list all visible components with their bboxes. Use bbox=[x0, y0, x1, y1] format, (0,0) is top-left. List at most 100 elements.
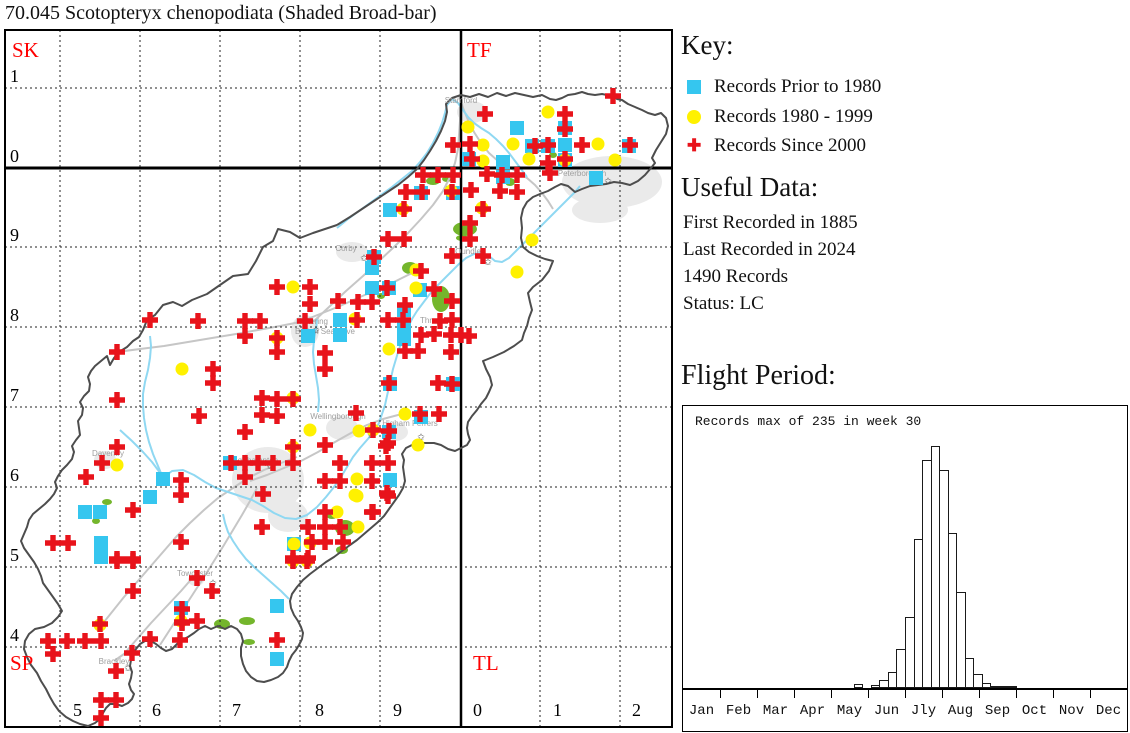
record-cross-marker bbox=[189, 613, 205, 629]
month-tick bbox=[1053, 690, 1054, 698]
flight-bar-week-33 bbox=[956, 592, 966, 688]
record-cross-marker bbox=[557, 151, 573, 167]
record-cross-marker bbox=[142, 631, 158, 647]
month-tick bbox=[1016, 690, 1017, 698]
record-square-marker bbox=[78, 505, 92, 519]
record-cross-marker bbox=[379, 280, 395, 296]
record-circle-marker bbox=[461, 120, 475, 134]
record-cross-marker bbox=[173, 472, 189, 488]
record-cross-marker bbox=[380, 435, 396, 451]
record-cross-marker bbox=[205, 361, 221, 377]
river-line bbox=[222, 513, 290, 600]
month-tick bbox=[720, 690, 721, 698]
grid-col-label: 7 bbox=[232, 700, 241, 720]
record-cross-marker bbox=[364, 504, 380, 520]
record-cross-marker bbox=[108, 692, 124, 708]
grid-col-label: 6 bbox=[152, 700, 161, 720]
record-cross-marker bbox=[94, 455, 110, 471]
record-square-marker bbox=[383, 203, 397, 217]
flight-bar-week-34 bbox=[964, 658, 975, 688]
record-square-marker bbox=[558, 138, 572, 152]
page-title: 70.045 Scotopteryx chenopodiata (Shaded … bbox=[5, 2, 437, 24]
grid-letter-sk: SK bbox=[12, 38, 39, 62]
record-cross-marker bbox=[304, 534, 320, 550]
town-label: Stamford bbox=[445, 96, 477, 105]
record-cross-marker bbox=[444, 248, 460, 264]
record-cross-marker bbox=[40, 633, 56, 649]
record-circle-marker bbox=[541, 105, 555, 119]
record-cross-marker bbox=[317, 437, 333, 453]
record-square-marker bbox=[93, 505, 107, 519]
record-circle-marker bbox=[348, 488, 362, 502]
woodland-patch bbox=[549, 152, 557, 158]
record-cross-marker bbox=[317, 361, 333, 377]
record-circle-marker bbox=[591, 137, 605, 151]
record-cross-marker bbox=[509, 184, 525, 200]
record-cross-marker bbox=[204, 583, 220, 599]
woodland-patch bbox=[243, 639, 255, 645]
record-cross-marker bbox=[396, 231, 412, 247]
status: Status: LC bbox=[683, 293, 764, 314]
grid-col-label: 1 bbox=[553, 700, 562, 720]
town-star-icon: ✩ bbox=[484, 257, 492, 267]
record-cross-marker bbox=[93, 692, 109, 708]
town-label: Brackley bbox=[99, 657, 130, 666]
record-cross-marker bbox=[300, 519, 316, 535]
month-label-nov: Nov bbox=[1058, 703, 1085, 719]
record-cross-marker bbox=[557, 106, 573, 122]
record-cross-marker bbox=[174, 601, 190, 617]
record-cross-marker bbox=[78, 469, 94, 485]
record-cross-marker bbox=[426, 281, 442, 297]
month-tick bbox=[942, 690, 943, 698]
record-circle-marker bbox=[411, 438, 425, 452]
record-cross-marker bbox=[395, 312, 411, 328]
key-heading: Key: bbox=[681, 30, 734, 60]
record-cross-marker bbox=[59, 633, 75, 649]
record-square-marker bbox=[496, 155, 510, 169]
town-label: Oundle bbox=[455, 247, 481, 256]
record-cross-marker bbox=[269, 344, 285, 360]
record-square-marker bbox=[143, 490, 157, 504]
record-cross-marker bbox=[444, 376, 460, 392]
record-circle-marker bbox=[510, 265, 524, 279]
record-cross-marker bbox=[297, 313, 313, 329]
grid-row-label: 9 bbox=[10, 225, 19, 245]
record-cross-marker bbox=[380, 455, 396, 471]
record-cross-marker bbox=[299, 553, 315, 569]
record-cross-marker bbox=[109, 392, 125, 408]
record-square-marker bbox=[510, 121, 524, 135]
record-cross-marker bbox=[350, 294, 366, 310]
record-square-marker bbox=[589, 171, 603, 185]
record-cross-marker bbox=[174, 615, 190, 631]
legend-item-1980-1999: Records 1980 - 1999 bbox=[687, 106, 873, 127]
record-cross-marker bbox=[254, 519, 270, 535]
record-square-marker bbox=[365, 281, 379, 295]
month-label-may: May bbox=[836, 703, 863, 719]
record-cross-marker bbox=[540, 137, 556, 153]
record-cross-marker bbox=[317, 473, 333, 489]
grid-row-label: 5 bbox=[10, 545, 19, 565]
month-tick bbox=[794, 690, 795, 698]
record-cross-marker bbox=[109, 439, 125, 455]
record-cross-marker bbox=[252, 313, 268, 329]
town-label: Corby bbox=[335, 244, 356, 253]
record-cross-marker bbox=[142, 312, 158, 328]
first-recorded: First Recorded in 1885 bbox=[683, 212, 858, 233]
record-circle-marker bbox=[110, 458, 124, 472]
record-cross-marker bbox=[254, 407, 270, 423]
legend-item-prior-1980: Records Prior to 1980 bbox=[687, 76, 881, 97]
record-cross-marker bbox=[410, 343, 426, 359]
record-cross-marker bbox=[285, 439, 301, 455]
record-square-marker bbox=[301, 329, 315, 343]
record-cross-marker bbox=[255, 486, 271, 502]
record-cross-marker bbox=[443, 327, 459, 343]
record-cross-marker bbox=[285, 455, 301, 471]
record-cross-marker bbox=[605, 88, 621, 104]
record-cross-marker bbox=[191, 408, 207, 424]
month-label-aug: Aug bbox=[947, 703, 974, 719]
record-cross-marker bbox=[45, 646, 61, 662]
blue-square-icon bbox=[687, 80, 701, 94]
record-square-marker bbox=[383, 473, 397, 487]
grid-row-label: 1 bbox=[10, 66, 19, 86]
record-cross-marker bbox=[414, 184, 430, 200]
